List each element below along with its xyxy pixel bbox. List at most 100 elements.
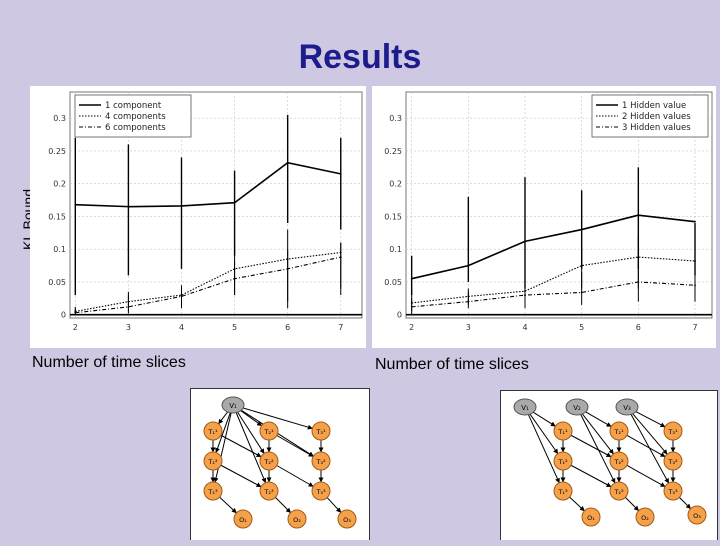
left-ytick-label-6: 0.3 (53, 114, 66, 123)
chart-right-svg: 0 0.05 0.1 0.15 0.2 0.25 0.3 2 3 4 5 6 7 1 Hidden val… (384, 91, 713, 332)
left-state-node-label-4: T₂² (263, 458, 274, 466)
left-state-node-label-5: T₃² (315, 458, 326, 466)
right-series-line-1 (411, 256, 696, 304)
right-state-node-6 (553, 481, 573, 501)
left-edge-diag-1-0 (220, 464, 262, 488)
left-ytick-label-0: 0 (61, 311, 66, 320)
right-edge-obs-0 (569, 496, 585, 512)
right-edge-hidden0-state0 (531, 410, 556, 427)
x-axis-label-right: Number of time slices (375, 356, 529, 373)
right-obs-node-0 (581, 507, 601, 527)
network-right-svg: V₁ V₂ V₃ T₁¹ T₂¹ T₃¹ T₁² T₂² T₃² T₁³ T₂³ T₃³ O₁ O₂ O₃ (513, 398, 707, 527)
left-ytick-label-5: 0.25 (48, 147, 66, 156)
right-point-s1-4 (637, 256, 640, 258)
right-hidden-node-label-2: V₃ (623, 404, 631, 412)
left-legend-label-1: 4 components (105, 112, 166, 122)
network-diagram-left: V₁ T₁¹ T₂¹ T₃¹ T₁² T₂² T₃² T₁³ T₂³ T₃³ O₁ O₂ O₃ (190, 388, 370, 540)
left-ytick-label-2: 0.1 (53, 245, 66, 254)
left-point-s2-3 (233, 277, 236, 280)
right-point-s0-3 (580, 228, 583, 231)
x-axis-label-left: Number of time slices (32, 354, 186, 371)
left-hidden-node-0 (221, 396, 245, 414)
right-legend-label-0: 1 Hidden value (622, 101, 686, 111)
right-ytick-label-5: 0.25 (384, 147, 402, 156)
left-point-s2-2 (180, 295, 183, 298)
right-xtick-label-3: 5 (579, 323, 584, 332)
right-state-node-label-1: T₂¹ (613, 428, 624, 436)
right-hidden-node-2 (615, 398, 639, 416)
left-edge-hidden0-state2 (240, 406, 313, 430)
left-hidden-node-label-0: V₁ (229, 402, 237, 410)
left-state-node-label-7: T₂³ (263, 488, 274, 496)
left-state-node-label-0: T₁¹ (207, 428, 218, 436)
left-series-line-2 (75, 256, 341, 314)
left-edge-hidden0-state0 (218, 411, 229, 425)
left-point-s0-1 (127, 205, 130, 208)
left-state-node-3 (203, 451, 223, 471)
right-point-s0-1 (467, 264, 470, 267)
right-state-node-8 (663, 481, 683, 501)
left-edge-diag-1-1 (276, 465, 314, 487)
right-edge-hidden1-state7 (580, 413, 616, 484)
network-diagram-right: V₁ V₂ V₃ T₁¹ T₂¹ T₃¹ T₁² T₂² T₃² T₁³ T₂³ T₃³ O₁ O₂ O₃ (500, 390, 718, 540)
right-edge-hidden0-state3 (529, 413, 559, 455)
right-point-s2-5 (694, 284, 696, 287)
left-xtick-label-3: 5 (232, 323, 237, 332)
right-edge-diag-0-1 (626, 434, 666, 458)
left-edge-hidden0-state6 (213, 412, 232, 483)
right-state-node-1 (609, 421, 629, 441)
right-hidden-node-0 (513, 398, 537, 416)
right-edge-hidden1-state1 (583, 410, 612, 427)
right-ytick-label-2: 0.1 (389, 245, 402, 254)
right-state-node-label-0: T₁¹ (557, 428, 568, 436)
left-edge-obs-0 (219, 496, 237, 514)
left-point-s2-0 (74, 311, 77, 314)
right-state-node-7 (609, 481, 629, 501)
right-edge-diag-1-1 (626, 464, 666, 488)
left-xtick-label-5: 7 (338, 323, 343, 332)
left-obs-node-label-1: O₂ (293, 516, 301, 524)
right-edge-obs-1 (625, 497, 639, 511)
right-state-node-label-7: T₂³ (613, 488, 624, 496)
right-point-s0-5 (694, 220, 696, 223)
right-ytick-label-0: 0 (397, 311, 402, 320)
right-hidden-node-label-0: V₁ (521, 404, 529, 412)
right-point-s0-0 (410, 277, 413, 280)
right-point-s2-4 (637, 281, 640, 283)
right-state-node-4 (609, 451, 629, 471)
left-state-node-4 (259, 451, 279, 471)
left-xtick-label-4: 6 (285, 323, 290, 332)
left-point-s0-5 (339, 172, 342, 175)
right-obs-node-label-1: O₂ (641, 514, 649, 522)
left-edge-obs-2 (326, 497, 342, 513)
left-ytick-label-1: 0.05 (48, 278, 66, 287)
right-xtick-label-0: 2 (409, 323, 414, 332)
left-edge-hidden0-state1 (239, 409, 263, 427)
left-state-node-0 (203, 421, 223, 441)
right-obs-node-1 (635, 507, 655, 527)
left-xtick-label-0: 2 (73, 323, 78, 332)
left-edge-diag-0-1 (276, 435, 314, 457)
left-state-node-2 (311, 421, 331, 441)
left-edge-hidden0-state7 (235, 412, 267, 484)
left-point-s2-1 (127, 305, 130, 308)
right-edge-hidden1-state4 (581, 413, 614, 455)
right-ytick-label-1: 0.05 (384, 278, 402, 287)
right-edge-diag-0-0 (570, 434, 612, 458)
right-xtick-label-5: 7 (692, 323, 697, 332)
right-obs-node-2 (687, 505, 707, 525)
left-point-s2-4 (286, 267, 289, 270)
right-legend-label-1: 2 Hidden values (622, 112, 691, 122)
left-point-s0-4 (286, 161, 289, 164)
right-edge-obs-2 (679, 497, 691, 509)
right-xtick-label-4: 6 (636, 323, 641, 332)
left-state-node-label-3: T₁² (207, 458, 218, 466)
right-hidden-node-1 (565, 398, 589, 416)
right-state-node-5 (663, 451, 683, 471)
right-edge-hidden2-state2 (633, 410, 666, 428)
right-ytick-label-4: 0.2 (389, 180, 402, 189)
right-point-s1-3 (580, 264, 583, 267)
left-state-node-label-6: T₁³ (207, 488, 218, 496)
right-state-node-label-4: T₂² (613, 458, 624, 466)
left-state-node-7 (259, 481, 279, 501)
